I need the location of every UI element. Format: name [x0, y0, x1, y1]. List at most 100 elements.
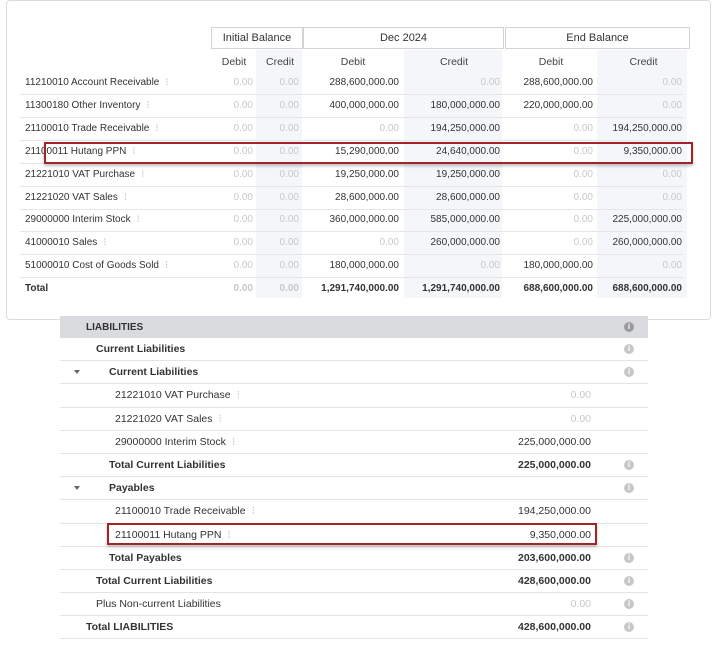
vertical-dots-icon[interactable]: ⁝ — [136, 214, 140, 226]
amount: 0.00 — [570, 598, 591, 611]
period-credit-cell: 194,250,000.00 — [430, 123, 500, 135]
caret-down-icon[interactable] — [74, 370, 80, 375]
account-name[interactable]: 29000000 Interim Stock — [25, 214, 131, 226]
eb-debit-cell: 0.00 — [573, 214, 593, 226]
highlight-box-hutang-ppn-liability — [107, 523, 597, 545]
total-amount: 203,600,000.00 — [518, 551, 591, 564]
info-icon[interactable]: i — [624, 599, 634, 610]
eb-debit-cell: 220,000,000.00 — [523, 100, 593, 112]
amount: 225,000,000.00 — [518, 435, 591, 448]
current-liabilities-sub-row[interactable]: Current Liabilities i — [60, 361, 648, 385]
total-label: Total Current Liabilities — [109, 459, 226, 472]
ib-credit-cell: 0.00 — [279, 100, 299, 112]
info-icon[interactable]: i — [624, 459, 634, 470]
period-debit-cell: 180,000,000.00 — [329, 260, 399, 272]
payables-row[interactable]: Payables i — [60, 477, 648, 501]
vertical-dots-icon[interactable]: ⁝ — [141, 169, 145, 181]
ib-credit-cell: 0.00 — [279, 192, 299, 204]
list-item[interactable]: 21221010 VAT Purchase ⁝ 0.00 — [60, 384, 648, 408]
eb-credit-cell: 0.00 — [662, 260, 682, 272]
amount: 194,250,000.00 — [518, 505, 591, 518]
period-credit-total: 1,291,740,000.00 — [422, 282, 500, 294]
account-name[interactable]: 21221020 VAT Sales — [115, 412, 213, 425]
ib-credit-cell: 0.00 — [279, 146, 299, 158]
info-icon[interactable]: i — [624, 322, 634, 332]
list-item[interactable]: 21100011 Hutang PPN ⁝ 9,350,000.00 — [60, 524, 648, 547]
eb-debit-cell: 0.00 — [573, 123, 593, 135]
vertical-dots-icon[interactable]: ⁝ — [218, 412, 222, 425]
shade-eb-credit — [597, 50, 687, 298]
ib-credit-cell: 0.00 — [279, 237, 299, 249]
period-credit-cell: 260,000,000.00 — [430, 237, 500, 249]
header-initial-balance: Initial Balance — [211, 27, 303, 49]
vertical-dots-icon[interactable]: ⁝ — [103, 237, 107, 249]
account-name[interactable]: 21100010 Trade Receivable — [115, 505, 246, 518]
vertical-dots-icon[interactable]: ⁝ — [251, 505, 255, 518]
table-row[interactable]: 11300180 Other Inventory ⁝ 0.00 0.00 400,… — [20, 95, 683, 118]
account-name[interactable]: 51000010 Cost of Goods Sold — [25, 260, 159, 272]
info-icon[interactable]: i — [624, 552, 634, 563]
table-row[interactable]: 11210010 Account Receivable ⁝ 0.00 0.00 2… — [20, 72, 683, 95]
info-icon[interactable]: i — [624, 575, 634, 586]
account-name[interactable]: 29000000 Interim Stock — [115, 435, 226, 448]
header-end-balance: End Balance — [505, 27, 690, 49]
account-name[interactable]: 11300180 Other Inventory — [25, 100, 141, 112]
account-name[interactable]: 21221020 VAT Sales — [25, 192, 118, 204]
info-icon[interactable]: i — [624, 622, 634, 633]
ib-debit-cell: 0.00 — [233, 123, 253, 135]
list-item[interactable]: 29000000 Interim Stock ⁝ 225,000,000.00 — [60, 431, 648, 454]
table-row[interactable]: 21221020 VAT Sales ⁝ 0.00 0.00 28,600,000… — [20, 187, 683, 210]
amount: 0.00 — [570, 389, 591, 402]
account-name[interactable]: 21221010 VAT Purchase — [115, 389, 231, 402]
eb-credit-total: 688,600,000.00 — [612, 282, 682, 294]
total-payables-row: Total Payables 203,600,000.00 i — [60, 547, 648, 570]
vertical-dots-icon[interactable]: ⁝ — [227, 528, 231, 541]
table-row[interactable]: 29000000 Interim Stock ⁝ 0.00 0.00 360,00… — [20, 209, 683, 232]
info-icon[interactable]: i — [624, 367, 634, 378]
account-name[interactable]: 21100011 Hutang PPN — [25, 146, 127, 158]
table-row[interactable]: 21100010 Trade Receivable ⁝ 0.00 0.00 0.0… — [20, 118, 683, 141]
total-label: Total LIABILITIES — [86, 621, 174, 634]
amount: 0.00 — [570, 412, 591, 425]
subheader-eb-credit: Credit — [629, 56, 658, 68]
account-name[interactable]: 11210010 Account Receivable — [25, 77, 160, 89]
vertical-dots-icon[interactable]: ⁝ — [155, 123, 159, 135]
account-name[interactable]: 21221010 VAT Purchase — [25, 169, 136, 181]
list-item[interactable]: 21100010 Trade Receivable ⁝ 194,250,000.0… — [60, 500, 648, 524]
account-name[interactable]: 21100011 Hutang PPN — [115, 528, 222, 541]
eb-credit-cell: 225,000,000.00 — [612, 214, 682, 226]
caret-down-icon[interactable] — [74, 486, 80, 491]
total-label: Total Current Liabilities — [96, 574, 213, 587]
vertical-dots-icon[interactable]: ⁝ — [123, 192, 128, 204]
vertical-dots-icon[interactable]: ⁝ — [132, 146, 136, 158]
eb-debit-cell: 0.00 — [573, 237, 593, 249]
table-row[interactable]: 51000010 Cost of Goods Sold ⁝ 0.00 0.00 1… — [20, 255, 683, 278]
account-name[interactable]: 41000010 Sales — [25, 237, 98, 249]
period-debit-cell: 28,600,000.00 — [335, 192, 399, 204]
period-debit-total: 1,291,740,000.00 — [321, 282, 399, 294]
non-current-row[interactable]: Plus Non-current Liabilities 0.00 i — [60, 593, 648, 617]
total-label: Total — [25, 282, 49, 294]
vertical-dots-icon[interactable]: ⁝ — [165, 77, 169, 89]
info-icon[interactable]: i — [624, 344, 634, 354]
vertical-dots-icon[interactable]: ⁝ — [231, 435, 236, 448]
table-row[interactable]: 41000010 Sales ⁝ 0.00 0.00 0.00 260,000,0… — [20, 232, 683, 255]
ib-debit-cell: 0.00 — [233, 260, 253, 272]
period-credit-cell: 28,600,000.00 — [436, 192, 500, 204]
account-name[interactable]: 21100010 Trade Receivable — [25, 123, 150, 135]
vertical-dots-icon[interactable]: ⁝ — [164, 260, 169, 272]
shade-ib-credit — [256, 50, 302, 298]
eb-debit-cell: 0.00 — [573, 192, 593, 204]
period-credit-cell: 0.00 — [480, 77, 500, 89]
table-row[interactable]: 21221010 VAT Purchase ⁝ 0.00 0.00 19,250,… — [20, 164, 683, 187]
ib-debit-cell: 0.00 — [233, 100, 253, 112]
ib-debit-cell: 0.00 — [233, 77, 253, 89]
eb-debit-total: 688,600,000.00 — [523, 282, 593, 294]
list-item[interactable]: 21221020 VAT Sales ⁝ 0.00 — [60, 408, 648, 431]
vertical-dots-icon[interactable]: ⁝ — [146, 100, 150, 112]
current-liabilities-row[interactable]: Current Liabilities i — [60, 338, 648, 362]
total-amount: 428,600,000.00 — [518, 574, 591, 587]
info-icon[interactable]: i — [624, 483, 634, 494]
liabilities-header[interactable]: LIABILITIES i — [60, 316, 648, 338]
vertical-dots-icon[interactable]: ⁝ — [236, 389, 240, 402]
